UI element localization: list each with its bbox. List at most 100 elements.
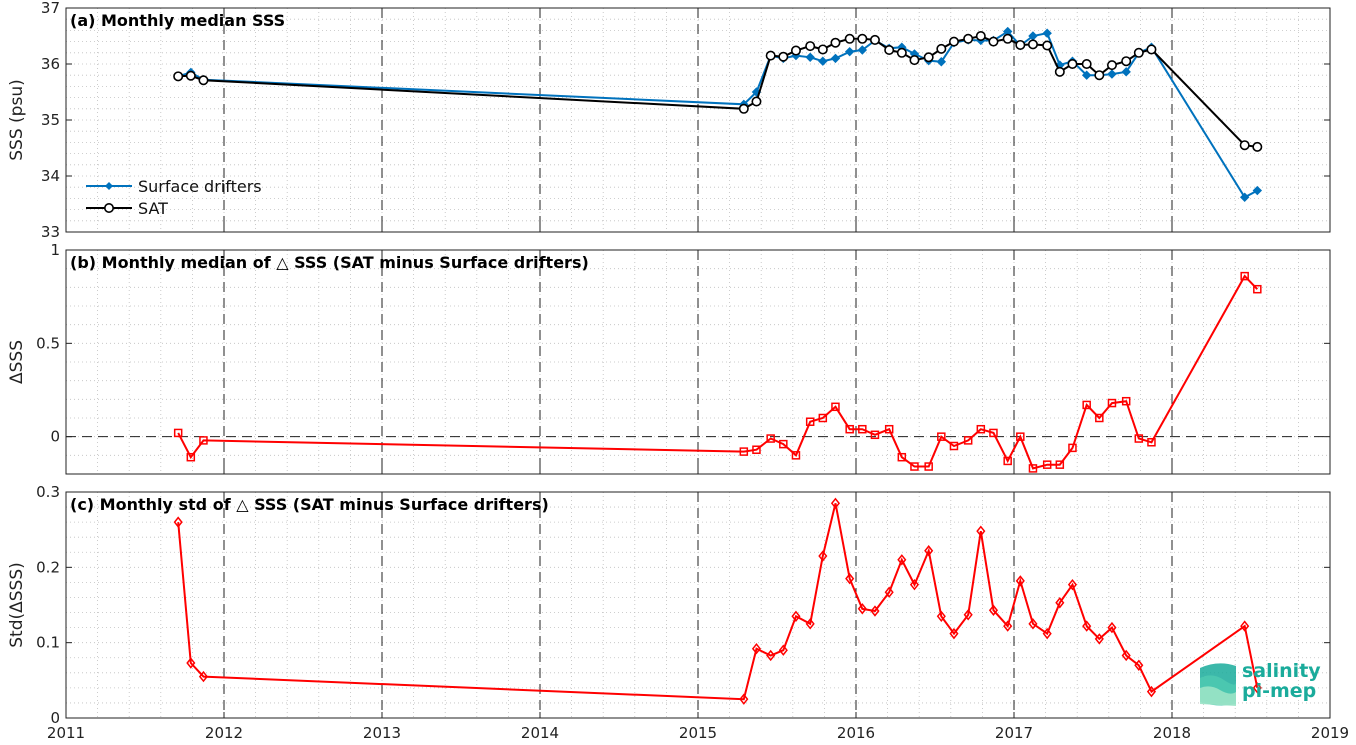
data-point [805, 41, 816, 52]
data-point [1253, 284, 1262, 294]
data-point [858, 424, 867, 434]
y-tick-label: 0.1 [36, 634, 60, 652]
y-tick-label: 0.2 [36, 558, 60, 576]
data-point [1107, 621, 1117, 634]
data-point [766, 649, 776, 662]
series [173, 30, 1263, 152]
data-point [936, 43, 947, 54]
data-point [805, 417, 815, 426]
data-point [173, 516, 183, 528]
data-point [884, 586, 894, 598]
data-point [845, 424, 854, 434]
wave-icon [1200, 663, 1236, 706]
data-point [1016, 432, 1025, 441]
data-point [830, 37, 841, 48]
data-point [173, 71, 184, 82]
data-point [765, 50, 776, 61]
y-tick-label: 35 [41, 111, 60, 129]
data-point [818, 550, 828, 562]
data-point [1240, 271, 1249, 281]
data-point [910, 462, 919, 471]
data-point [779, 439, 788, 449]
data-point [1121, 67, 1131, 77]
data-point [870, 430, 880, 440]
data-point [186, 452, 196, 462]
data-point [1003, 620, 1013, 632]
data-point [1133, 47, 1144, 58]
data-point [198, 670, 209, 683]
data-point [924, 545, 934, 557]
data-point [1252, 141, 1263, 152]
x-tick-label: 2012 [205, 724, 243, 742]
y-tick-label: 37 [41, 0, 60, 17]
y-axis-label: SSS (psu) [7, 79, 27, 160]
x-tick-label: 2019 [1311, 724, 1349, 742]
y-tick-label: 0.3 [36, 483, 60, 501]
data-point [186, 657, 196, 669]
data-point [949, 441, 959, 451]
data-point [818, 413, 828, 423]
data-point [1106, 60, 1117, 71]
panel-title: (a) Monthly median SSS [70, 11, 285, 30]
data-point [936, 610, 946, 623]
data-point [897, 452, 907, 462]
y-tick-label: 0 [50, 709, 60, 727]
panel-b: 0 0.5 1 ΔSSS (b) Monthly median of △ SSS (SA… [7, 241, 1331, 475]
data-point [1082, 620, 1092, 632]
data-point [1054, 66, 1065, 77]
data-point [817, 44, 828, 55]
data-point [1147, 438, 1156, 447]
data-point [1240, 620, 1250, 632]
data-point [738, 103, 749, 114]
data-point [830, 497, 841, 510]
data-point [1146, 685, 1157, 698]
data-point [1081, 58, 1092, 69]
data-point [844, 33, 855, 44]
y-tick-label: 1 [50, 241, 60, 259]
series [173, 497, 1262, 705]
data-point [975, 30, 986, 41]
data-point [988, 36, 999, 47]
data-point [1121, 56, 1132, 67]
data-point [936, 57, 947, 67]
data-point [949, 627, 959, 640]
data-point [1239, 140, 1250, 151]
data-point [1027, 39, 1038, 50]
data-point [791, 451, 801, 460]
data-point [1107, 398, 1117, 408]
logo-line1: salinity [1242, 660, 1321, 682]
data-point [857, 33, 868, 44]
data-point [1042, 28, 1052, 38]
data-point [909, 578, 920, 591]
data-point [870, 605, 880, 617]
panel-c: 2011 2012 2013 2014 2015 2016 2017 2018 2019 0 0.1… [7, 483, 1349, 742]
data-point [1121, 396, 1131, 406]
legend-marker [104, 203, 115, 214]
data-point [845, 572, 855, 585]
data-point [778, 51, 789, 62]
data-point [988, 604, 999, 616]
data-point [830, 53, 841, 64]
data-point [1042, 627, 1052, 640]
data-point [1042, 460, 1052, 469]
data-point [857, 603, 867, 615]
data-point [1055, 597, 1065, 609]
data-point [897, 554, 907, 566]
panel-title: (c) Monthly std of △ SSS (SAT minus Surf… [70, 495, 549, 514]
data-point [818, 56, 828, 66]
data-point [844, 46, 855, 57]
data-point [976, 424, 986, 434]
x-tick-label: 2017 [995, 724, 1033, 742]
x-tick-label: 2015 [679, 724, 717, 742]
data-point [857, 45, 868, 55]
data-point [963, 33, 974, 44]
data-point [1121, 649, 1131, 662]
data-point [199, 436, 208, 445]
data-point [923, 52, 934, 63]
x-tick-label: 2016 [837, 724, 875, 742]
data-point [1068, 443, 1077, 453]
data-point [1028, 618, 1038, 630]
series-line [177, 274, 1259, 470]
data-point [948, 36, 959, 47]
